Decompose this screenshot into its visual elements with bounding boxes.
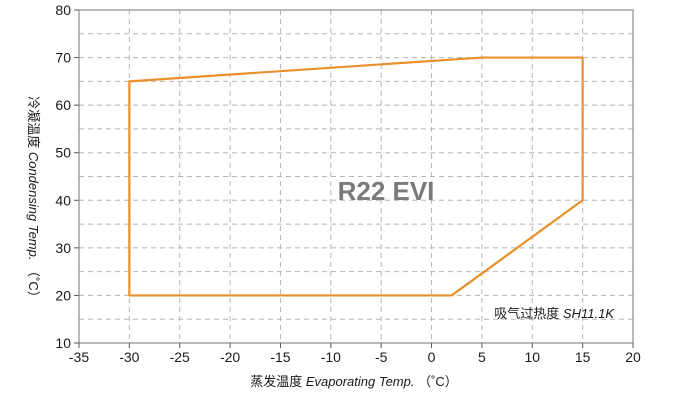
- envelope-line: [128, 56, 584, 297]
- x-axis-title-en: Evaporating Temp.: [306, 374, 415, 389]
- x-tick-label: -10: [321, 349, 341, 365]
- superheat-note: 吸气过热度 SH11.1K: [494, 306, 615, 321]
- x-axis-title-unit: （˚C）: [418, 374, 458, 389]
- y-axis-title-cn: 冷凝温度: [26, 96, 41, 148]
- plot-frame: [78, 9, 634, 344]
- y-tick-label: 10: [55, 335, 71, 351]
- x-tick-label: -35: [69, 349, 89, 365]
- y-tick-label: 70: [55, 50, 71, 66]
- x-tick-label: 15: [575, 349, 591, 365]
- x-tick-label: -5: [375, 349, 388, 365]
- y-axis-title-unit: （˚C）: [26, 264, 41, 304]
- x-tick-label: -15: [270, 349, 290, 365]
- y-tick-label: 30: [55, 240, 71, 256]
- y-axis-title-group: 冷凝温度 Condensing Temp. （˚C）: [26, 96, 41, 304]
- x-tick-label: 5: [478, 349, 486, 365]
- y-tick-label: 50: [55, 145, 71, 161]
- x-tick-label: 0: [428, 349, 436, 365]
- refrigerant-label: R22 EVI: [338, 176, 435, 206]
- x-axis-title: 蒸发温度 Evaporating Temp. （˚C）: [250, 374, 458, 389]
- y-tick-label: 20: [55, 287, 71, 303]
- series-group: [128, 56, 584, 297]
- superheat-value: SH11.1K: [563, 306, 615, 321]
- x-tick-label: -30: [119, 349, 139, 365]
- x-axis-title-cn: 蒸发温度: [250, 374, 302, 389]
- axes: [74, 9, 634, 348]
- x-tick-labels: -35 -30 -25 -20 -15 -10 -5 0 5 10 15 20: [69, 349, 641, 365]
- y-axis-title: 冷凝温度 Condensing Temp. （˚C）: [26, 96, 41, 304]
- x-tick-label: 10: [524, 349, 540, 365]
- x-tick-label: -20: [220, 349, 240, 365]
- y-tick-label: 40: [55, 192, 71, 208]
- x-tick-label: -25: [170, 349, 190, 365]
- superheat-label: 吸气过热度: [494, 306, 559, 321]
- y-axis-title-en: Condensing Temp.: [26, 152, 41, 261]
- y-tick-label: 80: [55, 2, 71, 18]
- x-tick-label: 20: [625, 349, 641, 365]
- y-tick-labels: 10 20 30 40 50 60 70 80: [55, 2, 71, 351]
- y-tick-label: 60: [55, 97, 71, 113]
